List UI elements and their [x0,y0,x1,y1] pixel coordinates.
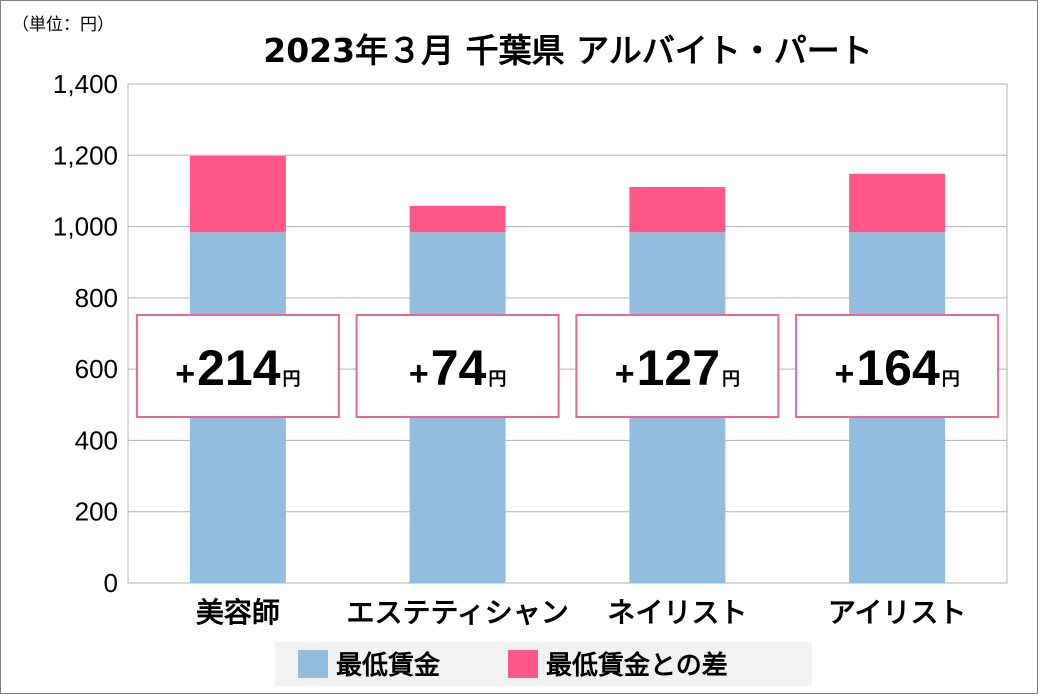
annotation-text: +164 円 [834,340,959,396]
bar-diff-3 [629,187,726,233]
annotation-text: +214 円 [175,340,300,396]
annotation-prefix: + [409,355,429,393]
annotation-3: +127 円 [575,314,780,418]
annotation-value: 127 [637,340,720,396]
annotation-unit: 円 [942,369,960,390]
y-tick-label: 800 [75,283,118,313]
legend-label: 最低賃金との差 [546,650,728,681]
annotation-prefix: + [615,355,635,393]
category-label: エステティシャン [346,596,568,629]
annotation-unit: 円 [283,369,301,390]
annotation-text: +74 円 [409,340,506,396]
plot-area-border [127,83,1008,584]
annotation-value: 214 [197,340,281,396]
annotation-value: 74 [431,340,487,396]
unit-label: （単位：円） [12,15,114,35]
y-tick-label: 600 [75,354,118,384]
difference-annotations: +214 円 +74 円 +127 円 +164 円 [135,314,1000,418]
y-axis-ticks: 0 200 400 600 800 1,000 1,200 1,400 [53,69,118,598]
annotation-text: +127 円 [615,340,740,396]
legend-swatch [508,650,538,678]
legend: 最低賃金 最低賃金との差 [275,642,812,686]
annotation-box [355,314,560,418]
annotation-4: +164 円 [795,314,1000,418]
y-tick-label: 1,000 [53,212,118,242]
bar-diff-1 [189,155,286,233]
bar-diff-2 [409,205,506,233]
y-tick-label: 400 [75,425,118,455]
annotation-prefix: + [175,355,195,393]
annotation-2: +74 円 [355,314,560,418]
y-tick-label: 0 [104,568,118,598]
annotation-unit: 円 [488,369,506,390]
legend-swatch [298,650,328,678]
annotation-box [575,314,780,418]
annotation-1: +214 円 [135,314,340,418]
category-label: アイリスト [828,596,967,629]
annotation-value: 164 [856,340,940,396]
annotation-prefix: + [834,355,854,393]
y-tick-label: 1,200 [53,140,118,170]
y-tick-label: 1,400 [53,69,118,99]
legend-label: 最低賃金 [336,650,441,681]
legend-background [275,642,812,686]
annotation-box [135,314,340,418]
x-axis-categories: 美容師 エステティシャン ネイリスト アイリスト [196,596,967,629]
chart-title: 2023年３月 千葉県 アルバイト・パート [263,31,873,70]
bar-diff-4 [849,173,946,233]
y-tick-label: 200 [75,497,118,527]
annotation-box [795,314,1000,418]
category-label: 美容師 [196,596,280,629]
annotation-unit: 円 [722,369,740,390]
category-label: ネイリスト [607,596,747,629]
